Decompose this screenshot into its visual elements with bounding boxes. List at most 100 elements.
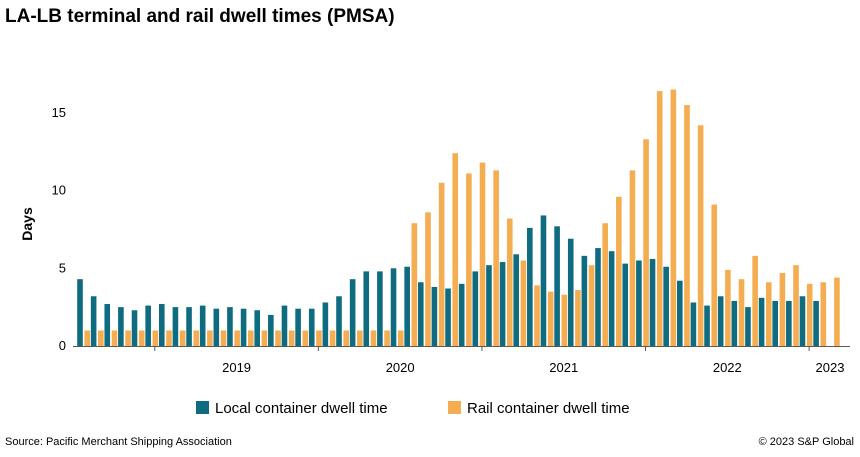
y-tick-label: 0	[59, 338, 66, 353]
bars	[77, 89, 840, 346]
bar-local-dwell	[472, 271, 479, 346]
bar-local-dwell	[118, 307, 124, 346]
bar-rail-dwell	[166, 330, 172, 346]
bar-local-dwell	[554, 226, 560, 346]
legend-item-rail: Rail container dwell time	[467, 400, 630, 417]
y-axis-title: Days	[19, 207, 35, 241]
bar-rail-dwell	[288, 330, 295, 346]
bar-rail-dwell	[616, 196, 622, 346]
bar-rail-dwell	[479, 162, 486, 346]
bar-local-dwell	[104, 304, 111, 346]
bar-local-dwell	[622, 263, 629, 346]
bar-rail-dwell	[520, 260, 527, 346]
bar-local-dwell	[540, 215, 547, 346]
bar-rail-dwell	[738, 279, 745, 346]
bar-rail-dwell	[179, 330, 186, 346]
bar-rail-dwell	[425, 212, 431, 346]
bar-rail-dwell	[806, 283, 813, 346]
bar-rail-dwell	[247, 330, 254, 346]
bar-rail-dwell	[357, 330, 363, 346]
bar-local-dwell	[772, 300, 779, 346]
y-axis: 0 5 10 15 Days	[19, 105, 66, 353]
bar-local-dwell	[131, 310, 138, 346]
bar-rail-dwell	[561, 294, 568, 346]
bar-local-dwell	[268, 314, 274, 346]
bar-local-dwell	[77, 279, 83, 346]
bar-rail-dwell	[98, 330, 104, 346]
bar-local-dwell	[295, 308, 301, 346]
bar-local-dwell	[458, 283, 465, 346]
bar-rail-dwell	[275, 330, 281, 346]
bar-local-dwell	[213, 308, 220, 346]
bar-local-dwell	[431, 286, 438, 346]
bar-rail-dwell	[752, 255, 758, 346]
bar-local-dwell	[404, 266, 410, 346]
bar-local-dwell	[90, 296, 97, 346]
bar-rail-dwell	[152, 330, 159, 346]
legend-item-local: Local container dwell time	[215, 400, 388, 417]
bar-rail-dwell	[793, 265, 799, 346]
bar-rail-dwell	[779, 272, 786, 346]
bar-rail-dwell	[452, 153, 459, 346]
x-tick-label: 2023	[816, 360, 845, 375]
bar-local-dwell	[649, 258, 656, 346]
bar-rail-dwell	[111, 330, 118, 346]
bar-rail-dwell	[207, 330, 213, 346]
bar-local-dwell	[486, 265, 492, 346]
bar-rail-dwell	[397, 330, 404, 346]
bar-local-dwell	[527, 227, 533, 346]
y-tick-label: 10	[52, 183, 66, 198]
bar-rail-dwell	[643, 139, 649, 346]
bar-rail-dwell	[384, 330, 390, 346]
bar-local-dwell	[199, 305, 206, 346]
bar-rail-dwell	[411, 223, 418, 346]
bar-local-dwell	[336, 296, 342, 346]
x-axis: 2019 2020 2021 2022 2023	[73, 346, 850, 375]
bar-rail-dwell	[466, 173, 472, 346]
bar-rail-dwell	[588, 265, 595, 346]
bar-rail-dwell	[656, 91, 663, 346]
bar-local-dwell	[363, 271, 370, 346]
bar-local-dwell	[608, 251, 615, 346]
bar-local-dwell	[581, 255, 588, 346]
bar-rail-dwell	[220, 330, 227, 346]
bar-rail-dwell	[629, 170, 636, 346]
bar-local-dwell	[281, 305, 288, 346]
legend-swatch	[448, 401, 461, 414]
bar-local-dwell	[758, 297, 765, 346]
bar-rail-dwell	[125, 330, 131, 346]
bar-rail-dwell	[670, 89, 677, 346]
bar-local-dwell	[704, 305, 710, 346]
bar-local-dwell	[799, 296, 806, 346]
bar-local-dwell	[745, 307, 751, 346]
bar-local-dwell	[145, 305, 151, 346]
bar-rail-dwell	[684, 105, 690, 346]
bar-rail-dwell	[316, 330, 322, 346]
bar-local-dwell	[513, 254, 520, 346]
bar-rail-dwell	[725, 269, 731, 346]
bar-local-dwell	[186, 307, 192, 346]
bar-local-dwell	[690, 302, 697, 346]
bar-local-dwell	[717, 296, 724, 346]
bar-rail-dwell	[602, 223, 608, 346]
y-tick-label: 15	[52, 105, 66, 120]
chart-title: LA-LB terminal and rail dwell times (PMS…	[5, 6, 395, 27]
bar-rail-dwell	[438, 182, 445, 346]
bar-local-dwell	[567, 238, 574, 346]
legend-swatch	[196, 401, 209, 414]
x-tick-label: 2021	[549, 360, 578, 375]
bar-local-dwell	[172, 307, 179, 346]
bar-local-dwell	[240, 308, 247, 346]
x-tick-label: 2022	[713, 360, 742, 375]
bar-local-dwell	[663, 266, 669, 346]
bar-rail-dwell	[329, 330, 336, 346]
bar-local-dwell	[595, 248, 601, 346]
bar-rail-dwell	[820, 282, 827, 346]
bar-local-dwell	[308, 308, 315, 346]
bar-local-dwell	[158, 304, 165, 346]
bar-rail-dwell	[343, 330, 349, 346]
bar-local-dwell	[227, 307, 233, 346]
bar-rail-dwell	[834, 277, 840, 346]
bar-rail-dwell	[261, 330, 268, 346]
bar-rail-dwell	[84, 330, 90, 346]
